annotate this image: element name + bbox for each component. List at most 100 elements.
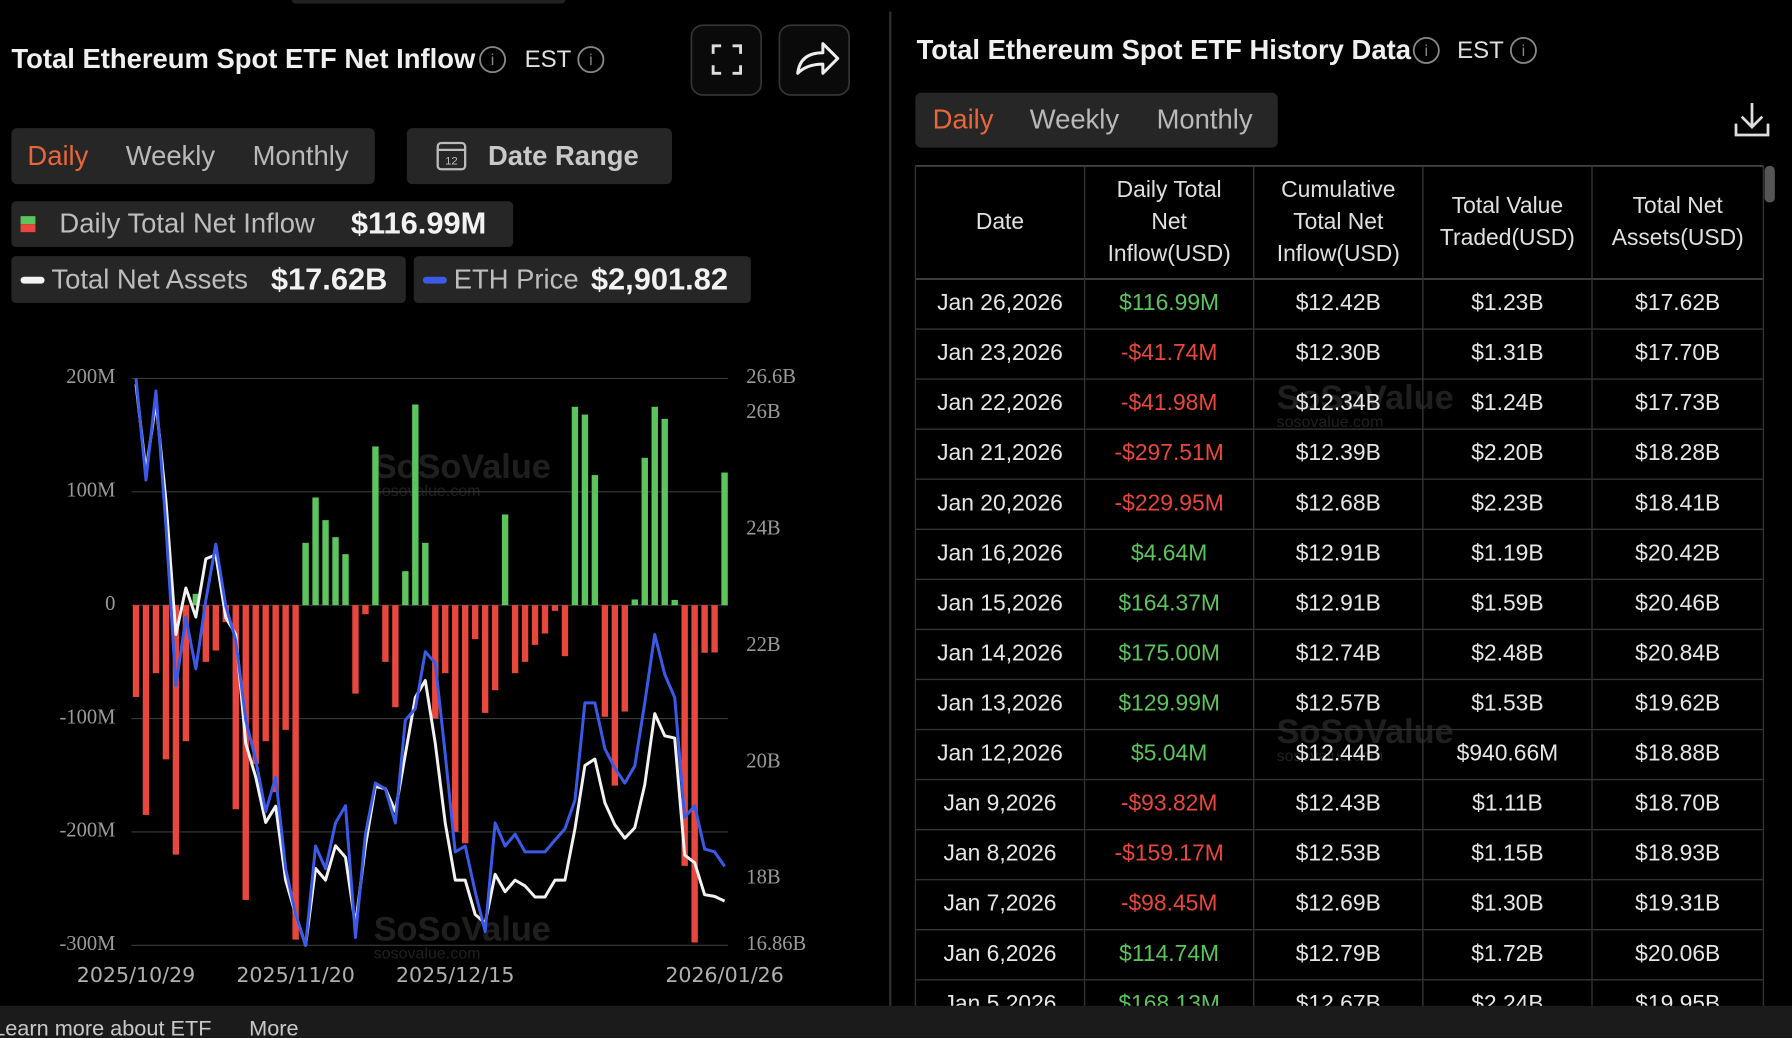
- tab-bar: [915, 92, 1278, 148]
- table-cell: -$41.74M: [1121, 339, 1218, 365]
- tab-active[interactable]: Daily: [27, 140, 88, 171]
- table-cell: $12.42B: [1296, 289, 1381, 315]
- table-cell: $940.66M: [1457, 740, 1559, 766]
- table-cell: $17.62B: [1635, 289, 1720, 315]
- table-cell: $20.46B: [1635, 589, 1720, 615]
- table-cell: $2.48B: [1471, 639, 1543, 665]
- timezone: EST: [1457, 37, 1504, 64]
- table-cell: $175.00M: [1118, 639, 1220, 665]
- x-tick-label: 2025/11/20: [236, 963, 355, 987]
- bar: [681, 605, 688, 866]
- tab[interactable]: Monthly: [1157, 104, 1253, 135]
- scrollbar[interactable]: [1764, 165, 1775, 203]
- bar: [711, 605, 718, 653]
- info-icon[interactable]: i: [479, 46, 507, 74]
- legend-pill: [11, 201, 514, 247]
- bar: [491, 605, 499, 691]
- legend-pill: [11, 256, 406, 303]
- bar: [152, 605, 160, 674]
- table-cell: $18.28B: [1635, 439, 1720, 465]
- bar: [332, 537, 339, 606]
- share-button[interactable]: [778, 24, 850, 96]
- table-cell: Jan 5,2026: [943, 990, 1056, 1016]
- table-cell: $2.24B: [1471, 990, 1543, 1016]
- footer-link[interactable]: More: [249, 1016, 298, 1038]
- table-cell: $1.19B: [1471, 539, 1543, 565]
- table-cell: $17.70B: [1635, 339, 1720, 365]
- watermark: SoSoValue: [374, 448, 551, 486]
- table-cell: $5.04M: [1131, 740, 1207, 766]
- y2-tick-label: 22B: [746, 634, 780, 656]
- bar: [312, 497, 319, 606]
- y2-tick-label: 16.86B: [746, 933, 806, 955]
- table-cell: Jan 13,2026: [937, 690, 1063, 716]
- legend-label: Daily Total Net Inflow: [59, 208, 315, 239]
- column-header: Net: [1151, 208, 1187, 234]
- legend-value: $2,901.82: [591, 261, 728, 296]
- table-cell: $1.53B: [1471, 690, 1543, 716]
- bar: [162, 605, 170, 760]
- table-cell: $18.70B: [1635, 790, 1720, 816]
- bar: [641, 457, 648, 606]
- tab[interactable]: Monthly: [253, 140, 349, 171]
- table-cell: $12.91B: [1296, 589, 1381, 615]
- column-header: Cumulative: [1281, 176, 1395, 202]
- table-cell: $2.20B: [1471, 439, 1543, 465]
- table-cell: $18.88B: [1635, 740, 1720, 766]
- y2-tick-label: 20B: [746, 750, 780, 772]
- table-cell: Jan 20,2026: [937, 489, 1063, 515]
- table-cell: Jan 14,2026: [937, 639, 1063, 665]
- bar: [302, 542, 309, 606]
- bar: [551, 605, 559, 611]
- table-cell: $12.91B: [1296, 539, 1381, 565]
- tab[interactable]: Weekly: [1030, 104, 1120, 135]
- table-cell: $12.68B: [1296, 489, 1381, 515]
- column-header: Total Value: [1452, 192, 1563, 218]
- bar: [561, 605, 569, 657]
- y-tick-label: 200M: [66, 366, 115, 388]
- table-cell: Jan 22,2026: [937, 389, 1063, 415]
- watermark-site: sosovalue.com: [1277, 748, 1384, 765]
- table-cell: $1.30B: [1471, 890, 1543, 916]
- bar: [172, 605, 180, 855]
- table-cell: $12.44B: [1296, 740, 1381, 766]
- date-range-label[interactable]: Date Range: [488, 140, 639, 171]
- y-tick-label: -100M: [59, 706, 115, 728]
- table-cell: $2.23B: [1471, 489, 1543, 515]
- y-tick-label: -300M: [59, 933, 115, 955]
- tab[interactable]: Weekly: [126, 140, 216, 171]
- table-cell: $12.34B: [1296, 389, 1381, 415]
- bar: [541, 605, 549, 634]
- tab-active[interactable]: Daily: [933, 104, 994, 135]
- table-cell: $18.41B: [1635, 489, 1720, 515]
- table-cell: $168.13M: [1118, 990, 1220, 1016]
- watermark: SoSoValue: [374, 911, 551, 949]
- legend-pill: [413, 256, 751, 303]
- info-icon[interactable]: i: [577, 46, 605, 74]
- bar: [481, 605, 489, 713]
- line: [134, 378, 726, 947]
- y-tick-label: 100M: [66, 480, 115, 502]
- legend-swatch-positive: [20, 216, 36, 225]
- date-range-button[interactable]: 12: [406, 128, 672, 185]
- download-button[interactable]: [1734, 102, 1770, 137]
- panel-title: Total Ethereum Spot ETF History Data: [917, 34, 1412, 65]
- table-cell: $12.69B: [1296, 890, 1381, 916]
- table-cell: $12.39B: [1296, 439, 1381, 465]
- legend-label: Total Net Assets: [51, 264, 247, 295]
- footer-text: Learn more about ETF: [0, 1016, 212, 1038]
- bar: [202, 605, 210, 662]
- column-header: Total Net: [1633, 192, 1724, 218]
- bar: [721, 472, 728, 606]
- info-icon[interactable]: i: [1412, 36, 1440, 64]
- bar: [621, 605, 629, 712]
- table-cell: Jan 23,2026: [937, 339, 1063, 365]
- column-header: Inflow(USD): [1277, 240, 1400, 266]
- info-icon[interactable]: i: [1509, 36, 1537, 64]
- table-cell: $1.15B: [1471, 840, 1543, 866]
- fullscreen-button[interactable]: [690, 24, 762, 96]
- bar: [292, 605, 299, 940]
- bar: [142, 605, 150, 815]
- column-header: Traded(USD): [1440, 224, 1575, 250]
